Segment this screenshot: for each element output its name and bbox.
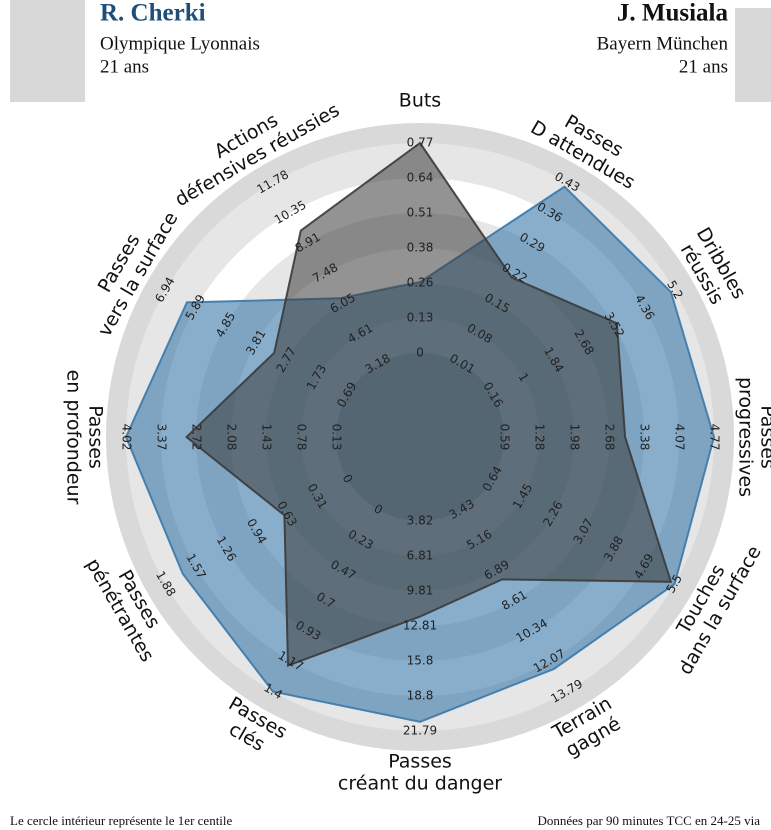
player-club: Bayern München <box>597 33 729 54</box>
axis-tick-label: 18.8 <box>407 689 434 703</box>
axis-tick-label: 0 <box>416 346 424 360</box>
axis-tick-label: 4.02 <box>120 424 134 451</box>
axis-tick-label: 0.38 <box>407 241 434 255</box>
player-age: 21 ans <box>100 56 149 77</box>
axis-tick-label: 0.26 <box>407 276 434 290</box>
axis-tick-label: 1.28 <box>533 424 547 451</box>
player-photo <box>735 8 771 102</box>
axis-tick-label: 2.68 <box>603 424 617 451</box>
player-area <box>184 141 673 668</box>
player-name: J. Musiala <box>617 0 729 27</box>
footnote: Le cercle intérieur représente le 1er ce… <box>10 813 233 828</box>
axis-label-line: Passes <box>388 751 452 773</box>
axis-tick-label: 15.8 <box>407 654 434 668</box>
axis-tick-label: 3.82 <box>407 514 434 528</box>
axis-tick-label: 4.07 <box>673 424 687 451</box>
axis-label-line: progressives <box>735 377 757 497</box>
axis-tick-label: 3.38 <box>638 424 652 451</box>
axis-tick-label: 21.79 <box>403 724 437 738</box>
player-name: R. Cherki <box>100 0 206 27</box>
axis-tick-label: 0.77 <box>407 136 434 150</box>
axis-tick-label: 3.37 <box>155 424 169 451</box>
axis-tick-label: 0.51 <box>407 206 434 220</box>
axis-tick-label: 0.59 <box>498 424 512 451</box>
player-club: Olympique Lyonnais <box>100 33 260 54</box>
axis-tick-label: 0.64 <box>407 171 434 185</box>
axis-label-line: en profondeur <box>63 370 85 505</box>
axis-tick-label: 0.78 <box>295 424 309 451</box>
axis-label-line: Passes <box>85 405 107 469</box>
axis-tick-label: 6.81 <box>407 549 434 563</box>
axis-tick-label: 0.13 <box>407 311 434 325</box>
axis-tick-label: 2.08 <box>225 424 239 451</box>
footnote: Données par 90 minutes TCC en 24-25 via <box>537 813 760 828</box>
axis-label-line: Buts <box>399 90 441 112</box>
axis-tick-label: 4.77 <box>708 424 722 451</box>
axis-label-line: Passes <box>757 405 771 469</box>
axis-tick-label: 2.72 <box>190 424 204 451</box>
axis-tick-label: 0.13 <box>330 424 344 451</box>
axis-label-line: créant du danger <box>338 773 502 795</box>
axis-tick-label: 1.98 <box>568 424 582 451</box>
axis-tick-label: 9.81 <box>407 584 434 598</box>
axis-label: Buts <box>399 90 441 112</box>
player-age: 21 ans <box>679 56 728 77</box>
axis-tick-label: 12.81 <box>403 619 437 633</box>
player-photo <box>10 0 85 102</box>
axis-tick-label: 1.43 <box>260 424 274 451</box>
